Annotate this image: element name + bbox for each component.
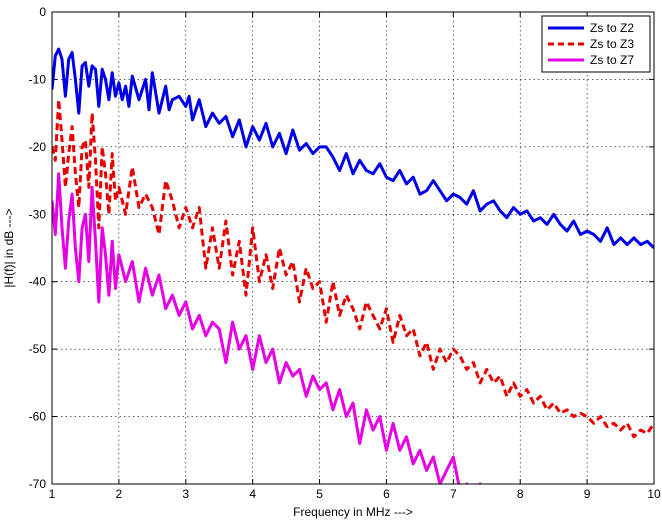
legend-label-2: Zs to Z3 bbox=[590, 37, 634, 51]
y-tick-label: -30 bbox=[29, 207, 47, 221]
y-tick-label: -20 bbox=[29, 140, 47, 154]
x-tick-label: 1 bbox=[49, 487, 56, 501]
legend: Zs to Z2 Zs to Z3 Zs to Z7 bbox=[541, 15, 651, 73]
legend-label-1: Zs to Z2 bbox=[590, 21, 634, 35]
x-tick-label: 10 bbox=[647, 487, 661, 501]
y-axis-label: |H(f)| in dB ---> bbox=[2, 208, 16, 287]
series-line-2 bbox=[52, 98, 654, 439]
x-tick-label: 5 bbox=[316, 487, 323, 501]
grid-layer bbox=[52, 12, 654, 484]
series-line-3 bbox=[52, 172, 483, 484]
x-tick-label: 8 bbox=[517, 487, 524, 501]
y-tick-label: -10 bbox=[29, 72, 47, 86]
legend-entries: Zs to Z2 Zs to Z3 Zs to Z7 bbox=[548, 21, 634, 67]
x-tick-label: 3 bbox=[182, 487, 189, 501]
legend-label-3: Zs to Z7 bbox=[590, 53, 634, 67]
y-tick-label: 0 bbox=[39, 5, 46, 19]
y-tick-label: -70 bbox=[29, 477, 47, 491]
tick-layer: 1 2 3 4 5 6 7 8 9 10 0 -10 -20 -30 -40 -50 -60 -70 bbox=[29, 5, 661, 501]
x-tick-label: 2 bbox=[116, 487, 123, 501]
x-tick-label: 9 bbox=[584, 487, 591, 501]
series-line-1 bbox=[52, 47, 654, 250]
series-layer bbox=[52, 47, 654, 484]
y-tick-label: -60 bbox=[29, 410, 47, 424]
x-tick-label: 4 bbox=[249, 487, 256, 501]
x-tick-label: 7 bbox=[450, 487, 457, 501]
x-tick-label: 6 bbox=[383, 487, 390, 501]
x-axis-label: Frequency in MHz ---> bbox=[293, 505, 413, 519]
y-tick-label: -50 bbox=[29, 342, 47, 356]
plot-frame bbox=[51, 11, 655, 485]
y-tick-label: -40 bbox=[29, 275, 47, 289]
